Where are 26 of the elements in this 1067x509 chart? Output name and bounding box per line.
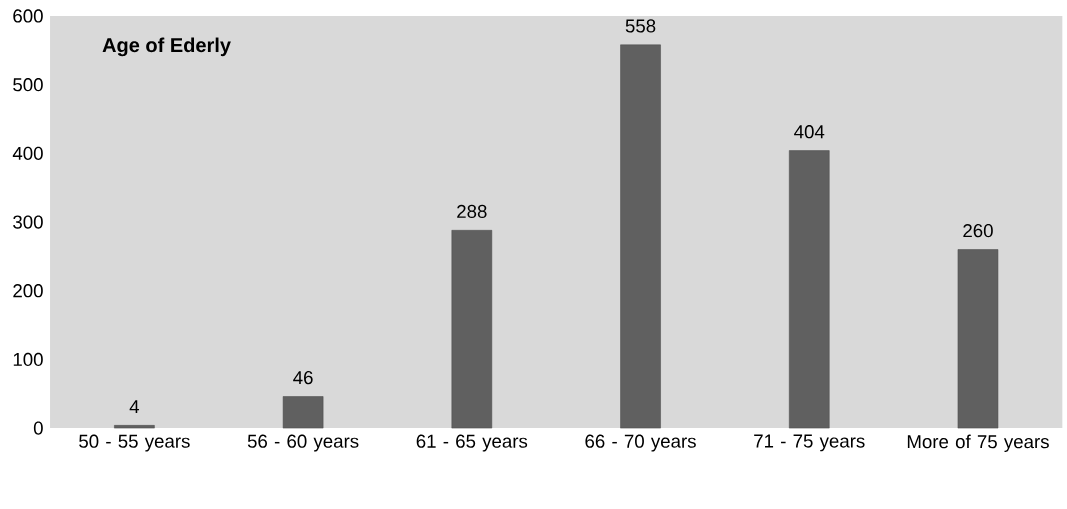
data-label: 404 bbox=[794, 125, 825, 139]
bar bbox=[114, 425, 155, 429]
x-tick-label: 66 - 70 years bbox=[585, 434, 696, 452]
bar bbox=[788, 150, 830, 429]
data-label: 288 bbox=[457, 204, 487, 218]
data-label: 4 bbox=[129, 400, 140, 414]
bar bbox=[957, 249, 999, 429]
bar bbox=[451, 229, 493, 429]
x-tick-label: 61 - 65 years bbox=[416, 434, 528, 452]
x-tick-label: 50 - 55 years bbox=[79, 434, 190, 452]
y-tick-label: 600 bbox=[13, 9, 43, 23]
bar bbox=[620, 44, 661, 429]
y-tick-label: 400 bbox=[12, 146, 43, 160]
x-tick-label: 56 - 60 years bbox=[247, 434, 359, 452]
x-tick-label: More of 75 years bbox=[907, 434, 1049, 452]
y-tick-label: 200 bbox=[13, 284, 43, 298]
y-tick-label: 0 bbox=[33, 421, 43, 435]
y-tick-label: 100 bbox=[13, 352, 43, 366]
data-label: 558 bbox=[625, 19, 656, 33]
data-label: 260 bbox=[963, 223, 993, 238]
y-tick-label: 300 bbox=[13, 215, 43, 229]
data-label: 46 bbox=[293, 370, 313, 385]
x-tick-label: 71 - 75 years bbox=[754, 434, 865, 452]
bar bbox=[282, 396, 324, 429]
y-tick-label: 500 bbox=[13, 77, 43, 92]
text: Age of Ederly bbox=[102, 37, 231, 57]
